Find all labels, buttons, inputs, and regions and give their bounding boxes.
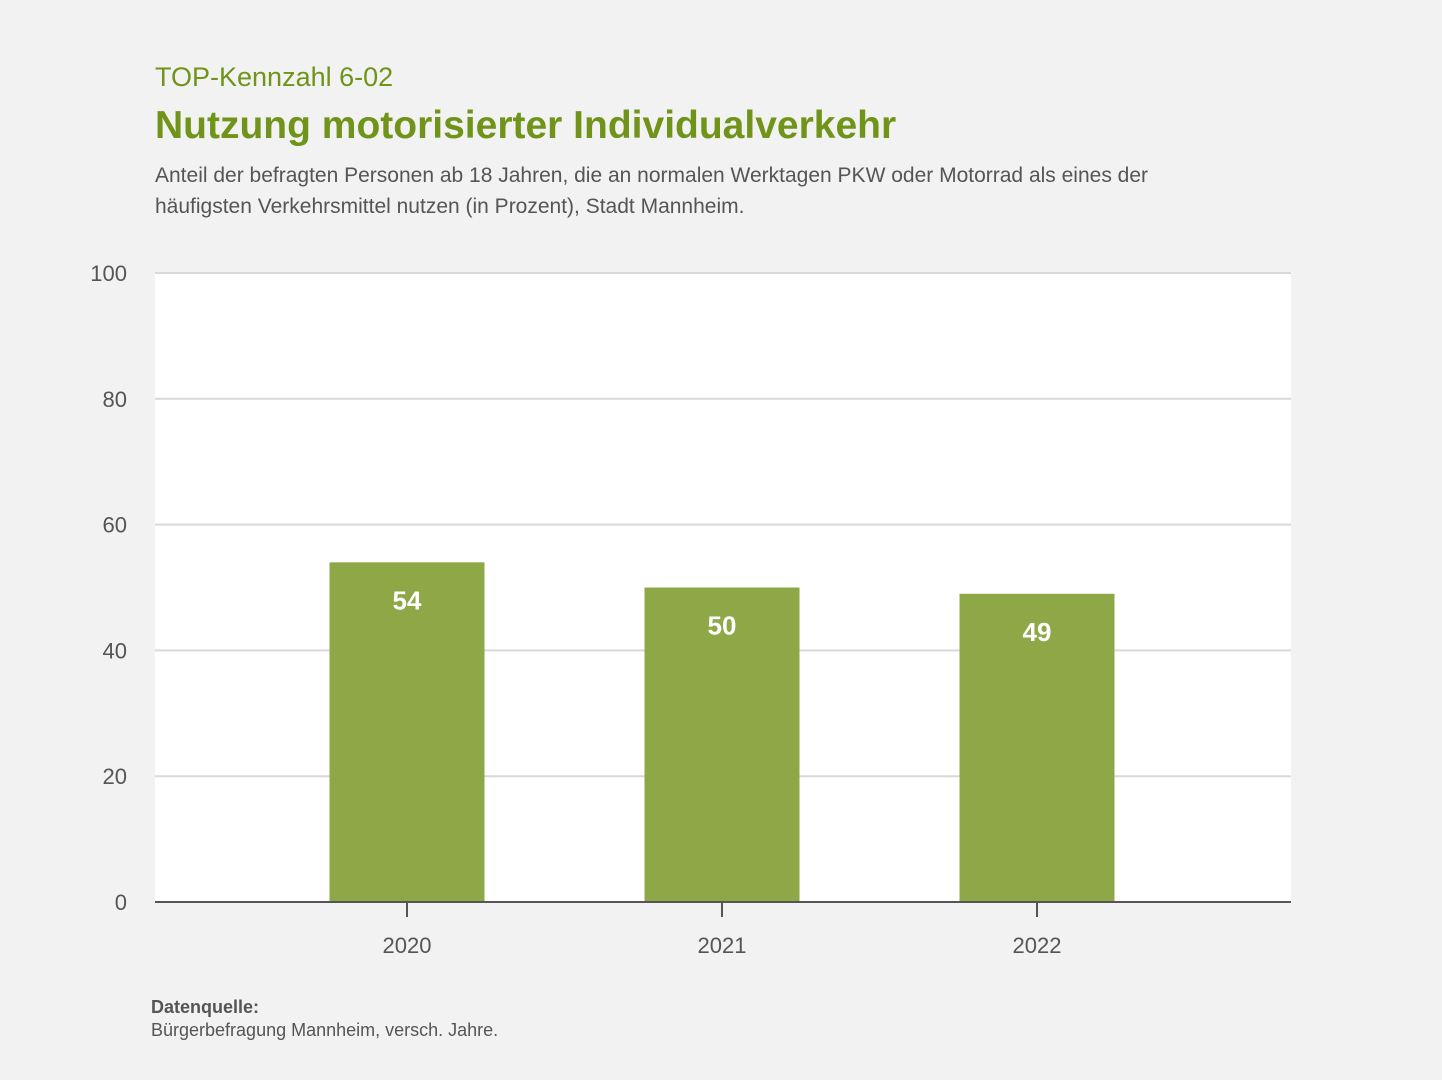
y-tick-label: 40 (103, 638, 127, 663)
y-tick-label: 80 (103, 387, 127, 412)
page-title: Nutzung motorisierter Individualverkehr (155, 104, 897, 147)
x-tick-label: 2021 (698, 933, 747, 958)
data-label: 50 (708, 611, 737, 641)
y-tick-label: 20 (103, 764, 127, 789)
data-source-label: Datenquelle: (151, 997, 260, 1017)
data-source: Datenquelle: Bürgerbefragung Mannheim, v… (151, 996, 498, 1042)
y-tick-label: 60 (103, 513, 127, 538)
data-label: 54 (393, 585, 422, 615)
data-source-text: Bürgerbefragung Mannheim, versch. Jahre. (151, 1020, 499, 1040)
y-tick-label: 100 (90, 261, 127, 286)
y-tick-label: 0 (115, 890, 127, 915)
x-tick-label: 2022 (1013, 933, 1062, 958)
bar (644, 587, 800, 902)
bar (959, 593, 1115, 902)
data-label: 49 (1023, 617, 1052, 647)
x-tick-label: 2020 (383, 933, 432, 958)
kicker: TOP-Kennzahl 6-02 (155, 62, 394, 92)
bar (329, 562, 485, 902)
subtitle: Anteil der befragten Personen ab 18 Jahr… (155, 164, 1149, 218)
